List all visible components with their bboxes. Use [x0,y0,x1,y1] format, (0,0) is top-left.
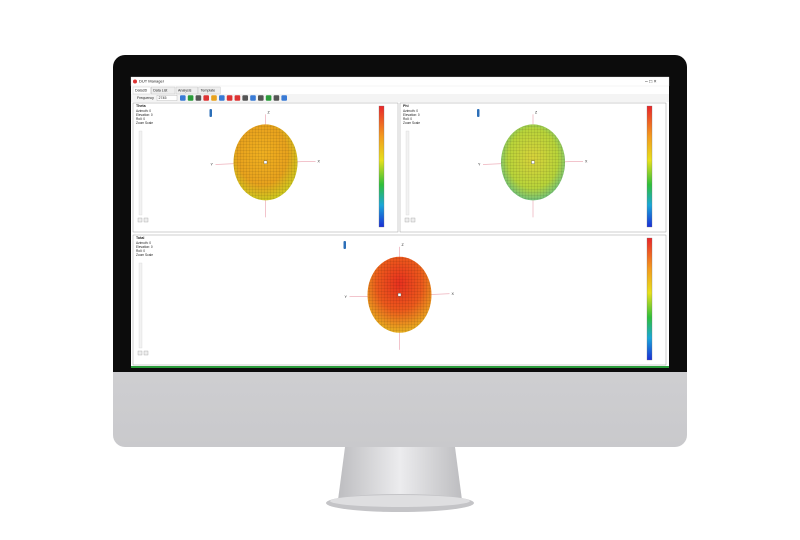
probe-icon [209,109,212,117]
zoom-slider[interactable] [405,130,410,216]
color-scale [378,105,385,228]
view-label: Elevation: 0 [136,245,153,249]
app-icon [133,79,137,84]
toolbar-button[interactable] [203,95,209,101]
axis-label: Z [535,110,538,114]
view-label: Roll: 0 [403,117,412,121]
toolbar-button[interactable] [226,95,233,101]
view-label: Elevation: 0 [136,113,153,117]
title-bar [130,76,670,87]
view-label: Azimuth: 0 [136,109,151,113]
tab[interactable] [151,86,176,95]
origin-marker [531,160,535,164]
axis-label: Y [478,162,481,166]
origin-marker [263,160,268,164]
zoom-in-button[interactable] [137,217,143,223]
toolbar-icons [180,95,287,101]
toolbar-button[interactable] [265,95,272,101]
origin-marker [397,293,402,297]
tab-label[interactable]: Data List [153,89,167,93]
axis-label: Z [268,110,271,114]
stand-base-top [330,495,470,507]
zoom-slider[interactable] [138,262,143,349]
view-label: Roll: 0 [136,249,145,253]
color-scale [646,237,653,361]
tab-label[interactable]: Template [201,89,216,93]
window-title: DUT Manager [139,79,165,84]
tab-label[interactable]: Analysis [178,89,192,93]
view-label: Zoom Scale [136,253,153,257]
toolbar-button[interactable] [187,95,194,101]
tab-label[interactable]: Data3D [135,89,148,93]
view-label: Zoom Scale [403,121,420,125]
axis-label: X [318,159,321,163]
axis-label: X [452,292,455,296]
zoom-in-button[interactable] [404,217,410,223]
window-controls[interactable]: – □ × [645,79,657,85]
axis-label: X [585,159,588,163]
axis-label: Y [211,162,214,166]
toolbar-button[interactable] [242,95,248,101]
frequency-label: Frequency [137,96,154,100]
zoom-in-button[interactable] [137,350,143,356]
probe-icon [477,109,480,117]
stand-neck [338,447,462,500]
status-bar [131,366,669,368]
view-label: Zoom Scale [136,121,153,125]
tab[interactable] [198,86,221,95]
toolbar-button[interactable] [258,95,264,101]
view-label: Azimuth: 0 [403,109,418,113]
color-scale [646,105,653,228]
zoom-out-button[interactable] [143,217,149,223]
frequency-select[interactable] [156,95,178,101]
toolbar-button[interactable] [180,95,186,101]
toolbar-button[interactable] [234,95,241,101]
view-label: Azimuth: 0 [136,241,151,245]
axis-label: Y [345,295,348,299]
panel-title: Total [136,236,144,240]
axis-label: Z [402,243,405,247]
toolbar-button[interactable] [250,95,256,101]
zoom-out-button[interactable] [143,350,149,356]
zoom-slider[interactable] [138,130,143,216]
probe-icon [343,241,346,249]
view-label: Roll: 0 [136,117,145,121]
toolbar [131,94,669,102]
tab[interactable] [132,86,151,95]
toolbar-button[interactable] [195,95,202,101]
zoom-out-button[interactable] [410,217,416,223]
panel-title: Phi [403,104,409,108]
toolbar-button[interactable] [281,95,287,101]
frequency-value[interactable]: 2745 [159,96,167,100]
toolbar-button[interactable] [219,95,225,101]
tab[interactable] [175,86,198,95]
toolbar-button[interactable] [211,95,217,101]
panel-title: Theta [136,104,147,108]
view-label: Elevation: 0 [403,113,420,117]
toolbar-button[interactable] [273,95,280,101]
